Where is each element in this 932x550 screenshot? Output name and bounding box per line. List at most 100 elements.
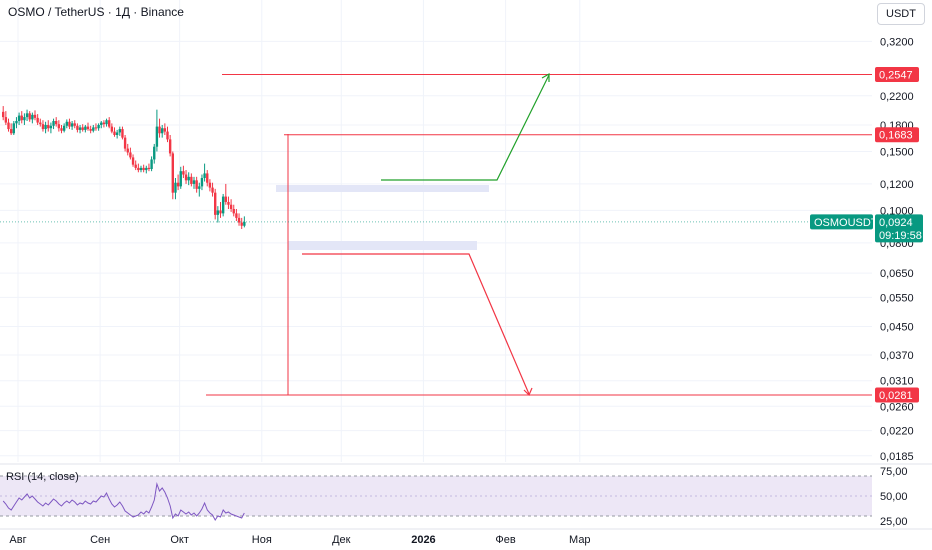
price-tick-label: 0,0310 [880,376,914,388]
level-price-label: 0,1683 [879,130,913,142]
candle-body [131,157,135,165]
level-price-label: 0,0281 [879,390,913,402]
candle-body [115,132,119,136]
candle-body [65,121,68,126]
candle-body [137,167,140,171]
price-tick-label: 0,0450 [880,322,914,334]
price-tick-label: 0,0550 [880,292,914,304]
chart-title: OSMO / TetherUS · 1Д · Binance [8,5,184,19]
candle-body [145,167,148,171]
candle-body [158,126,161,134]
candle-body [224,196,227,202]
candle-body [49,125,53,129]
candle-body [123,137,127,149]
rsi-tick-label: 75,00 [880,466,908,478]
bullish-projection-path [381,74,550,181]
candle-body [94,127,98,129]
candle-body [105,120,108,125]
rsi-line [2,482,245,521]
candle-body [81,127,84,130]
candle-body [237,217,241,223]
candle-body [190,176,193,184]
candle-body [161,128,164,134]
candle-body [17,115,21,121]
candle-body [68,121,71,127]
time-tick-label: Окт [170,534,189,546]
time-axis[interactable]: Авг Сен Окт Ноя Дек 2026 Фев Мар [0,528,932,546]
candle-body [97,124,100,129]
candle-body [62,125,66,131]
candle-body [73,123,76,126]
price-tick-label: 0,0220 [880,426,914,438]
candle-body [142,167,145,171]
candle-body [76,125,79,130]
price-tick-label: 0,3200 [880,36,914,48]
time-tick-label: Мар [569,534,591,546]
drawings-group [0,72,872,397]
candle-body [92,127,95,131]
candle-body [219,210,222,214]
candle-body [4,117,8,123]
candle-body [57,124,61,129]
candle-body [84,126,87,130]
candle-body [240,222,243,226]
rsi-tick-label: 50,00 [880,491,908,503]
candles-group [2,106,246,230]
candle-body [171,153,174,193]
candle-body [227,201,230,205]
candle-body [192,180,196,184]
candle-body [139,167,143,171]
candle-body [176,182,180,187]
candle-body [214,192,217,215]
candle-body [235,213,238,218]
candle-body [216,210,220,215]
candle-body [200,177,204,187]
price-tick-label: 0,0185 [880,451,914,463]
currency-button[interactable]: USDT [877,3,925,25]
rsi-pane: 75,00 50,00 25,00 [0,463,932,528]
candle-body [100,122,103,125]
time-tick-label: Авг [9,534,26,546]
countdown-label: 09:19:58 [879,230,922,242]
resistance-zone [276,185,489,192]
candle-body [28,113,31,120]
candle-body [203,173,206,178]
candle-body [2,111,5,118]
price-tick-label: 0,2200 [880,91,914,103]
price-tick-label: 0,0650 [880,268,914,280]
candle-body [221,196,225,214]
level-price-tag [875,387,919,403]
bearish-projection-path [302,253,530,395]
bearish-arrow-head [523,387,533,397]
candle-body [7,122,10,130]
time-tick-label: Сен [90,534,110,546]
candle-body [229,204,233,209]
candle-body [108,120,111,127]
candle-body [153,146,156,160]
candle-body [23,117,26,121]
candle-body [187,176,190,181]
bullish-arrow-head [541,72,550,82]
symbol-tag [810,214,873,230]
time-tick-label: Дек [332,534,351,546]
candle-body [155,126,159,147]
candle-body [243,221,246,226]
candle-body [184,174,188,181]
candle-body [52,120,55,126]
candle-body [44,124,47,130]
candle-body [89,129,92,131]
candle-body [25,113,29,118]
zone-rectangles [276,185,489,250]
price-tick-label: 0,0260 [880,401,914,413]
candle-body [9,129,13,134]
candle-body [168,139,172,154]
candle-body [20,115,23,121]
time-tick-label: Ноя [252,534,272,546]
candle-body [31,114,34,120]
price-tick-label: 0,1200 [880,179,914,191]
candle-body [70,123,74,127]
candle-body [36,117,39,123]
candle-body [102,122,106,125]
